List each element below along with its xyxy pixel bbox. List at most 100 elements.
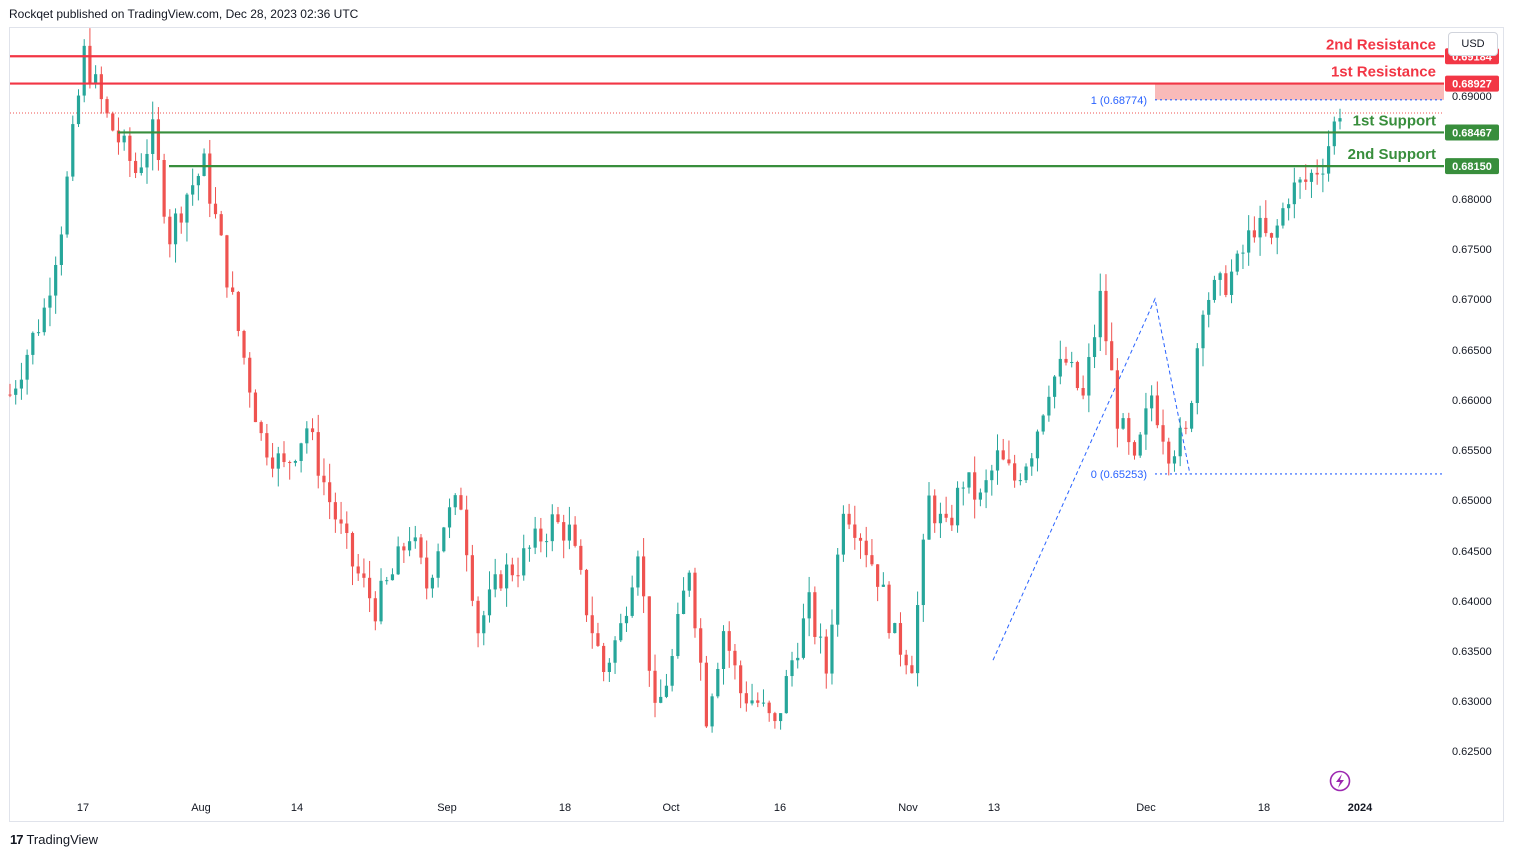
candle-body [465,509,469,556]
candle-body [413,537,417,542]
candle-body [961,487,965,489]
candle-body [550,514,554,542]
candle-body [784,676,788,714]
y-tick-label: 0.62500 [1452,746,1492,758]
candle-body [1115,370,1119,429]
candle-body [1047,396,1051,416]
candle-body [236,291,240,332]
x-tick-label: Oct [662,802,679,814]
candle-body [921,539,925,606]
candle-body [687,572,691,591]
candle-body [379,580,383,622]
candle-body [407,541,412,551]
y-tick-label: 0.64500 [1452,546,1492,558]
candle-body [927,495,931,540]
candle-body [499,574,503,589]
candle-body [607,662,611,673]
candle-body [579,545,583,570]
candle-body [1110,341,1114,371]
candle-body [1218,273,1222,280]
candle-body [168,216,172,245]
candle-body [978,492,982,500]
level-name-4: 2nd Support [1348,146,1436,163]
candle-body [1189,403,1194,429]
candle-body [1207,299,1211,315]
candle-body [276,453,280,469]
candle-body [305,428,309,444]
candle-body [25,354,29,380]
candle-body [447,507,452,528]
candle-body [191,185,195,195]
candle-body [761,702,766,704]
candle-body [1241,252,1245,254]
candle-body [1269,233,1274,238]
candle-body [1030,458,1034,467]
candle-body [624,615,629,624]
candle-body [402,546,406,551]
y-tick-label: 0.66000 [1452,395,1492,407]
candle-body [322,475,326,483]
candle-body [562,522,566,541]
candle-body [613,640,617,663]
candle-body [88,45,92,84]
candle-body [1172,456,1177,464]
candle-body [915,605,920,674]
candle-body [76,95,81,125]
candle-body [1092,337,1097,358]
candle-body [602,645,606,673]
candle-body [573,524,577,546]
candle-body [36,332,41,334]
candle-body [710,696,714,727]
candle-body [938,513,943,524]
candle-body [493,574,497,590]
candle-body [105,99,109,114]
candle-body [950,517,954,526]
level-name-2: 1st Resistance [1331,64,1436,81]
lightning-icon [1329,770,1351,792]
footer-brand[interactable]: 17 TradingView [10,832,98,847]
resistance-zone [1155,83,1444,100]
candle-body [54,264,58,296]
x-tick-label: 13 [988,802,1000,814]
candle-body [836,554,840,625]
candle-body [744,693,748,704]
candle-body [299,443,303,461]
candle-body [910,665,914,674]
candle-body [739,665,743,694]
candle-body [619,623,623,641]
candle-body [459,495,463,510]
currency-button[interactable]: USD [1448,32,1498,56]
level-price-badge [1445,124,1499,141]
candle-body [1224,273,1228,295]
candle-body [990,470,994,481]
level-price-label: 0.68467 [1452,127,1492,139]
candle-body [1007,459,1011,464]
candle-body [373,598,377,622]
candle-body [567,524,571,541]
candle-body [196,175,200,186]
footer-brand-label: TradingView [26,832,99,847]
x-tick-label: 2024 [1348,802,1373,814]
y-tick-label: 0.68000 [1452,194,1492,206]
candle-body [1281,208,1285,226]
candle-body [676,614,680,657]
candle-body [995,450,1000,471]
candle-body [801,618,806,658]
x-tick-label: Aug [191,802,211,814]
candle-body [82,45,86,96]
candle-body [470,555,474,601]
candle-body [824,636,828,674]
candle-body [1321,173,1325,175]
level-name-3: 1st Support [1353,112,1436,129]
candle-body [476,600,480,634]
candle-body [345,523,349,534]
candle-body [436,551,440,578]
candle-body [967,472,971,488]
x-tick-label: 16 [774,802,786,814]
candle-body [430,577,435,589]
candle-body [59,234,63,265]
candle-body [1150,395,1154,409]
x-tick-label: 17 [77,802,89,814]
candle-body [584,569,589,616]
